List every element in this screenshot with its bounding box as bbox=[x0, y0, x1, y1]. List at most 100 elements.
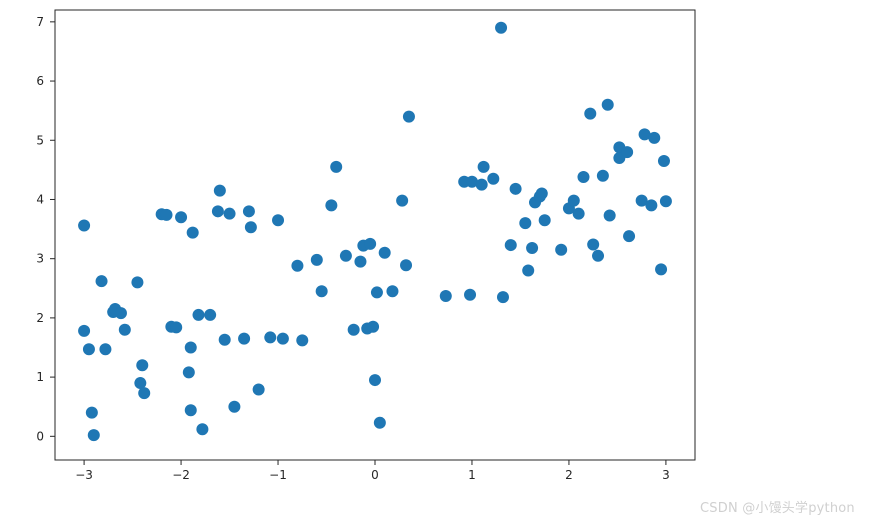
scatter-point bbox=[660, 195, 672, 207]
scatter-point bbox=[224, 208, 236, 220]
scatter-point bbox=[487, 173, 499, 185]
scatter-point bbox=[495, 22, 507, 34]
scatter-point bbox=[505, 239, 517, 251]
scatter-point bbox=[136, 359, 148, 371]
scatter-point bbox=[204, 309, 216, 321]
scatter-point bbox=[536, 188, 548, 200]
scatter-point bbox=[354, 256, 366, 268]
scatter-point bbox=[138, 387, 150, 399]
scatter-point bbox=[621, 146, 633, 158]
scatter-point bbox=[296, 334, 308, 346]
scatter-point bbox=[311, 254, 323, 266]
scatter-point bbox=[131, 276, 143, 288]
scatter-point bbox=[193, 309, 205, 321]
xtick-label: 2 bbox=[565, 468, 573, 482]
scatter-point bbox=[510, 183, 522, 195]
scatter-chart: −3 −2 −1 0 1 2 3 0 1 2 3 4 5 6 7 CSDN @小馒头学python bbox=[0, 0, 881, 532]
scatter-point bbox=[277, 333, 289, 345]
scatter-point bbox=[403, 111, 415, 123]
scatter-point bbox=[658, 155, 670, 167]
scatter-point bbox=[371, 286, 383, 298]
scatter-point bbox=[96, 275, 108, 287]
xtick-label: −3 bbox=[75, 468, 93, 482]
scatter-point bbox=[367, 321, 379, 333]
scatter-point bbox=[604, 209, 616, 221]
scatter-point bbox=[348, 324, 360, 336]
xtick-label: −1 bbox=[269, 468, 287, 482]
scatter-point bbox=[386, 285, 398, 297]
scatter-point bbox=[78, 220, 90, 232]
ytick-label: 5 bbox=[36, 133, 44, 147]
scatter-point bbox=[374, 417, 386, 429]
scatter-point bbox=[592, 250, 604, 262]
scatter-point bbox=[476, 179, 488, 191]
xtick-label: 3 bbox=[662, 468, 670, 482]
scatter-point bbox=[623, 230, 635, 242]
scatter-point bbox=[291, 260, 303, 272]
scatter-point bbox=[219, 334, 231, 346]
scatter-point bbox=[568, 195, 580, 207]
scatter-point bbox=[440, 290, 452, 302]
scatter-point bbox=[364, 238, 376, 250]
scatter-point bbox=[655, 263, 667, 275]
scatter-point bbox=[396, 195, 408, 207]
scatter-point bbox=[272, 214, 284, 226]
scatter-point bbox=[573, 208, 585, 220]
scatter-point bbox=[183, 366, 195, 378]
ytick-label: 1 bbox=[36, 370, 44, 384]
scatter-point bbox=[539, 214, 551, 226]
scatter-point bbox=[464, 289, 476, 301]
scatter-point bbox=[597, 170, 609, 182]
scatter-point bbox=[379, 247, 391, 259]
scatter-point bbox=[170, 321, 182, 333]
scatter-point bbox=[522, 265, 534, 277]
scatter-point bbox=[99, 343, 111, 355]
scatter-point bbox=[185, 404, 197, 416]
watermark-text: CSDN @小馒头学python bbox=[700, 497, 855, 516]
xtick-label: −2 bbox=[172, 468, 190, 482]
ytick-label: 0 bbox=[36, 429, 44, 443]
ytick-label: 3 bbox=[36, 252, 44, 266]
scatter-point bbox=[83, 343, 95, 355]
scatter-point bbox=[264, 331, 276, 343]
xtick-label: 0 bbox=[371, 468, 379, 482]
scatter-point bbox=[602, 99, 614, 111]
scatter-point bbox=[245, 221, 257, 233]
scatter-point bbox=[119, 324, 131, 336]
scatter-point bbox=[175, 211, 187, 223]
scatter-point bbox=[340, 250, 352, 262]
scatter-point bbox=[187, 227, 199, 239]
ytick-label: 7 bbox=[36, 15, 44, 29]
scatter-point bbox=[316, 285, 328, 297]
scatter-point bbox=[497, 291, 509, 303]
scatter-point bbox=[330, 161, 342, 173]
scatter-point bbox=[238, 333, 250, 345]
scatter-point bbox=[115, 307, 127, 319]
chart-svg: −3 −2 −1 0 1 2 3 0 1 2 3 4 5 6 7 bbox=[0, 0, 881, 532]
scatter-point bbox=[88, 429, 100, 441]
scatter-point bbox=[78, 325, 90, 337]
scatter-point bbox=[645, 199, 657, 211]
scatter-point bbox=[212, 205, 224, 217]
scatter-point bbox=[228, 401, 240, 413]
scatter-point bbox=[584, 108, 596, 120]
scatter-point bbox=[253, 384, 265, 396]
scatter-point bbox=[196, 423, 208, 435]
scatter-point bbox=[161, 209, 173, 221]
scatter-point bbox=[185, 342, 197, 354]
scatter-point bbox=[519, 217, 531, 229]
ytick-label: 4 bbox=[36, 192, 44, 206]
scatter-point bbox=[478, 161, 490, 173]
scatter-point bbox=[214, 185, 226, 197]
scatter-point bbox=[555, 244, 567, 256]
scatter-point bbox=[86, 407, 98, 419]
xtick-label: 1 bbox=[468, 468, 476, 482]
scatter-point bbox=[577, 171, 589, 183]
scatter-point bbox=[243, 205, 255, 217]
scatter-point bbox=[400, 259, 412, 271]
ytick-label: 6 bbox=[36, 74, 44, 88]
ytick-label: 2 bbox=[36, 311, 44, 325]
scatter-point bbox=[325, 199, 337, 211]
scatter-point bbox=[369, 374, 381, 386]
scatter-point bbox=[526, 242, 538, 254]
